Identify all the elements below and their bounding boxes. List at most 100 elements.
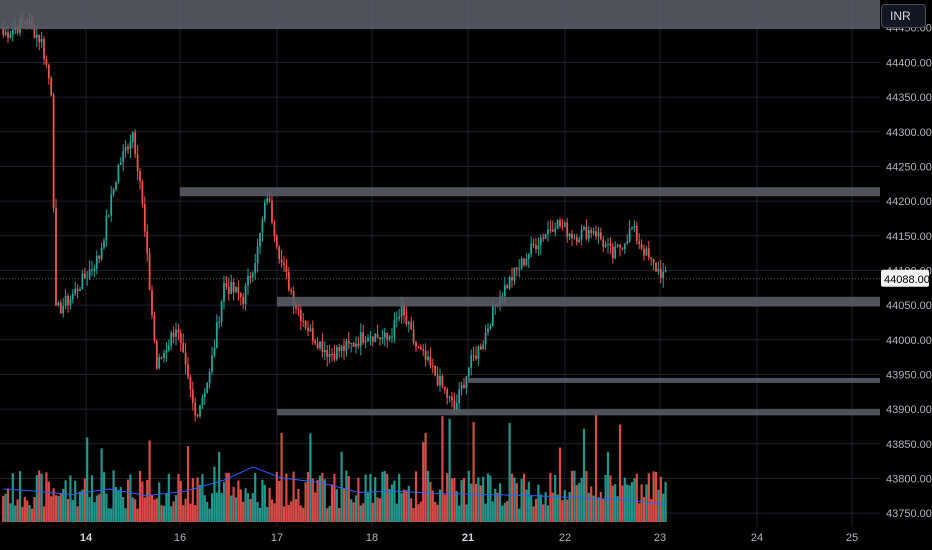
volume-bar: [657, 489, 660, 522]
candle-body: [479, 346, 482, 350]
volume-bar: [573, 470, 576, 522]
volume-bar: [52, 488, 55, 522]
volume-bar: [182, 505, 185, 522]
volume-bar: [174, 495, 178, 522]
candle-body: [374, 333, 377, 342]
candle-body: [316, 343, 319, 349]
candle-body: [182, 342, 185, 353]
volume-bar: [273, 503, 276, 522]
volume-bar: [59, 492, 62, 522]
volume-bar: [6, 488, 10, 522]
candle-body: [187, 364, 189, 377]
volume-bar: [278, 480, 281, 522]
candle-body: [131, 132, 134, 142]
candle-body: [134, 132, 137, 155]
volume-bar: [112, 470, 115, 522]
candle-body: [335, 347, 338, 360]
candle-body: [424, 350, 427, 360]
volume-bar: [659, 476, 662, 522]
candle-body: [487, 328, 489, 333]
date-tick-label: 16: [174, 532, 186, 544]
candle-body: [436, 375, 439, 386]
volume-bar: [256, 501, 259, 522]
candle-body: [592, 231, 595, 234]
volume-bar: [376, 497, 379, 522]
candle-body: [467, 368, 470, 377]
volume-bar: [119, 487, 122, 522]
volume-bar: [14, 505, 17, 522]
volume-bar: [525, 489, 528, 522]
volume-bar: [616, 496, 619, 522]
volume-bar: [263, 484, 266, 522]
date-tick-label: 21: [462, 532, 474, 544]
candle-body: [551, 229, 554, 232]
volume-bar: [398, 473, 401, 522]
date-tick-label: 23: [654, 532, 666, 544]
candle-body: [371, 336, 374, 342]
price-tick-label: 43850.00: [886, 439, 932, 451]
volume-bar: [599, 491, 602, 522]
date-tick-label: 17: [271, 532, 283, 544]
volume-bar: [506, 501, 509, 522]
candle-body: [148, 253, 151, 290]
volume-bar: [592, 495, 595, 522]
volume-bar: [479, 485, 482, 522]
volume-bar: [498, 483, 502, 522]
candle-body: [482, 344, 485, 350]
candle-body: [355, 343, 357, 347]
candle-body: [508, 277, 511, 289]
volume-bar: [326, 508, 329, 522]
candle-body: [523, 258, 525, 265]
candle-body: [532, 243, 535, 246]
candle-body: [580, 229, 583, 240]
candle-body: [561, 226, 564, 228]
price-tick-label: 43950.00: [886, 369, 932, 381]
volume-bar: [556, 494, 559, 522]
volume-bar: [186, 445, 190, 522]
volume-bar: [474, 483, 478, 522]
candle-body: [62, 305, 65, 314]
date-tick-label: 24: [751, 532, 763, 544]
volume-bar: [335, 489, 338, 522]
volume-bar: [602, 498, 605, 522]
volume-bar: [198, 484, 202, 522]
candle-body: [103, 240, 105, 248]
candle-body: [427, 356, 429, 360]
volume-bar: [590, 486, 593, 522]
candle-body: [323, 349, 326, 353]
candle-body: [511, 277, 513, 281]
candle-body: [95, 255, 98, 269]
volume-bar: [102, 472, 106, 522]
volume-bar: [554, 474, 557, 522]
candle-body: [321, 341, 324, 353]
candle-body: [383, 332, 386, 338]
candle-body: [43, 38, 45, 59]
currency-button[interactable]: INR: [881, 4, 926, 28]
volume-bar: [570, 470, 574, 522]
candle-body: [273, 222, 276, 236]
volume-bar: [33, 497, 36, 522]
price-tick-label: 43750.00: [886, 508, 932, 520]
candle-body: [439, 375, 441, 386]
volume-bar: [203, 495, 206, 522]
volume-bar: [580, 477, 583, 522]
volume-bar: [431, 490, 434, 522]
volume-bar: [194, 505, 197, 522]
candle-body: [571, 233, 573, 239]
candle-body: [112, 189, 115, 195]
candle-body: [203, 392, 206, 398]
volume-bar: [78, 491, 82, 522]
volume-bar: [93, 502, 96, 522]
volume-bar: [460, 480, 463, 522]
volume-bar: [362, 503, 365, 522]
volume-bar: [239, 489, 242, 522]
volume-bar: [369, 473, 372, 522]
candle-body: [434, 365, 437, 376]
volume-bar: [558, 447, 562, 522]
candle-body: [285, 265, 288, 273]
volume-bar: [105, 493, 108, 522]
price-tick-label: 44350.00: [886, 92, 932, 104]
volume-bar: [160, 505, 163, 522]
candle-body: [585, 226, 588, 239]
